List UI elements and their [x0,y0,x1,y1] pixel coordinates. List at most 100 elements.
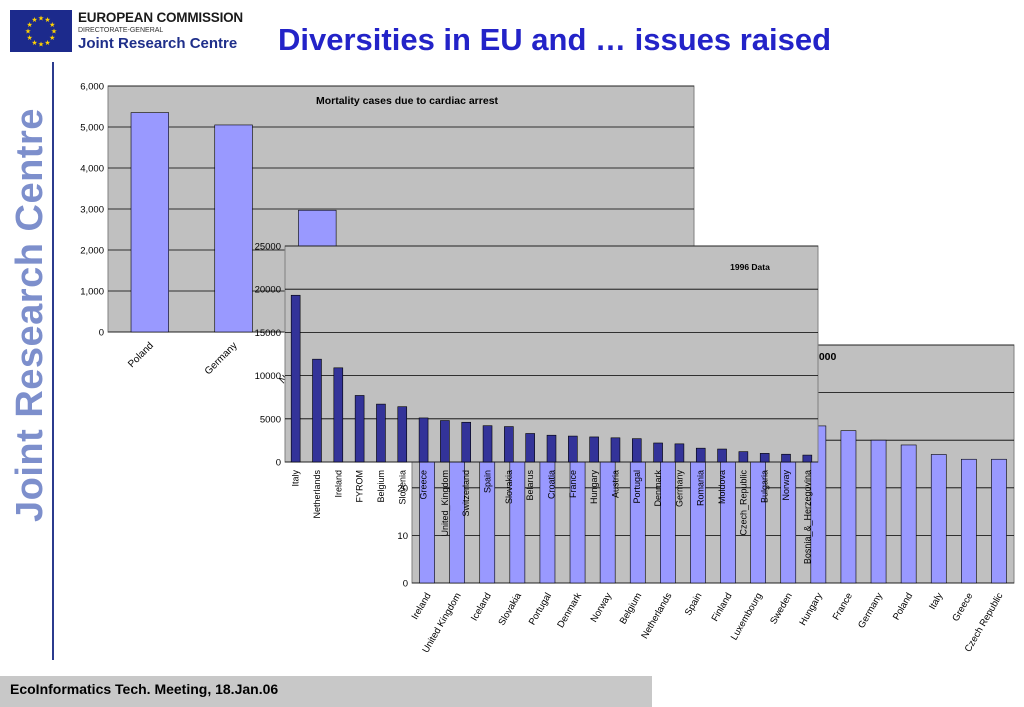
bar [397,406,408,463]
footer-bar: EcoInformatics Tech. Meeting, 18.Jan.06 [0,676,652,707]
bar [568,435,578,463]
x-tick-label: Bulgaria [760,470,770,503]
x-tick-label: Germany [674,470,684,508]
bar [840,430,857,584]
x-tick-label: Belgium [376,470,386,503]
side-banner-text: Joint Research Centre [9,108,51,522]
x-tick-label: Croatia [547,470,557,499]
x-tick-label: Poland [126,340,156,370]
chart-title: 1996 Data [730,262,770,272]
bar [759,453,770,463]
y-tick-label: 20 [397,483,408,494]
bar [482,425,493,463]
bar [695,447,706,463]
bar [461,421,471,463]
y-tick-label: 10 [397,531,408,542]
bar [418,417,429,463]
x-tick-label: Belarus [525,470,535,501]
x-tick-label: Greece [419,470,429,500]
bar [312,358,322,463]
flag-star-icon: ★ [51,28,57,36]
flag-star-icon: ★ [38,15,44,23]
plot-area [284,245,819,463]
y-tick-label: 20000 [255,285,281,296]
y-tick-label: 1,000 [80,287,104,298]
bar [781,453,791,463]
bar [717,448,727,463]
x-tick-label: Bosnia_&_Herzegovina [802,470,812,564]
y-tick-label: 4,000 [80,164,104,175]
jrc-logo: ★ ★ ★ ★ ★ ★ ★ ★ ★ ★ ★ ★ EUROPEAN COMMISSION DIRECTO… [10,10,245,54]
y-tick-label: 5000 [260,414,281,425]
x-tick-label: Hungary [589,470,599,505]
slide-title: Diversities in EU and … issues raised [278,22,832,57]
x-tick-label: France [568,470,578,498]
y-tick-label: 5,000 [80,123,104,134]
bar [589,436,599,463]
x-tick-label: Germany [856,591,885,631]
x-tick-label: Romania [696,470,706,506]
flag-star-icon: ★ [44,39,50,47]
bar [674,443,685,463]
bar [546,434,557,463]
chart-1996: 0 5000 10000 15000 20000 25000 Italy Netherland… [255,242,819,564]
y-tick-label: 6,000 [80,82,104,93]
x-tick-label: Moldova [717,470,727,504]
org-name: EUROPEAN COMMISSION [78,10,243,25]
x-tick-label: Netherlands [312,470,322,519]
footer-text: EcoInformatics Tech. Meeting, 18.Jan.06 [10,681,279,697]
chart-title: 2000 [813,351,837,363]
flag-star-icon: ★ [44,16,50,24]
x-tick-label: Poland [891,591,915,622]
x-tick-label: Italy [927,591,945,612]
bar [802,454,813,463]
bar [930,454,947,584]
y-tick-label: 10000 [255,371,281,382]
bar [440,420,450,463]
x-tick-label: Switzerland [461,470,471,517]
flag-star-icon: ★ [49,34,55,42]
x-tick-label: Slovakia [504,470,514,504]
bar [525,433,535,463]
bar [130,112,169,333]
flag-star-icon: ★ [25,28,31,36]
bar [354,395,365,463]
x-tick-label: Slovenia [397,470,407,505]
side-divider [52,62,54,660]
eu-flag-stars: ★ ★★★★★★★★★★★ [25,15,57,49]
x-tick-label: Ireland [333,470,343,498]
x-tick-label: Greece [950,591,975,623]
flag-star-icon: ★ [27,34,33,42]
y-tick-label: 15000 [255,328,281,339]
x-tick-label: France [831,591,855,622]
bar [653,442,663,463]
bar [738,451,749,463]
x-tick-label: United_Kingdom [440,470,450,537]
bar [290,294,301,463]
flag-star-icon: ★ [31,16,37,24]
y-tick-label: 0 [276,458,281,469]
bar [333,367,344,463]
bar [632,438,642,463]
bar [900,444,917,584]
bar [214,124,253,333]
flag-star-icon: ★ [31,39,37,47]
directorate-label: DIRECTORATE-GENERAL [78,27,164,34]
bar [961,458,977,584]
x-tick-label: Italy [291,470,301,487]
flag-star-icon: ★ [27,21,33,29]
flag-star-icon: ★ [38,41,44,49]
y-tick-label: 0 [403,579,408,590]
x-tick-label: Spain [483,470,493,493]
bar [991,458,1007,584]
flag-star-icon: ★ [49,21,55,29]
bar [610,437,621,463]
x-tick-label: Portugal [632,470,642,504]
x-tick-label: FYROM [355,470,365,503]
chart-2000: 01020304050IrelandUnited KingdomIcelandS… [397,341,1015,655]
chart-title: Mortality cases due to cardiac arrest [316,95,499,107]
x-tick-label: Denmark [653,470,663,507]
x-tick-label: Czech_Republic [738,470,748,536]
eu-flag-icon: ★ ★★★★★★★★★★★ [10,10,72,52]
bar [870,439,887,584]
